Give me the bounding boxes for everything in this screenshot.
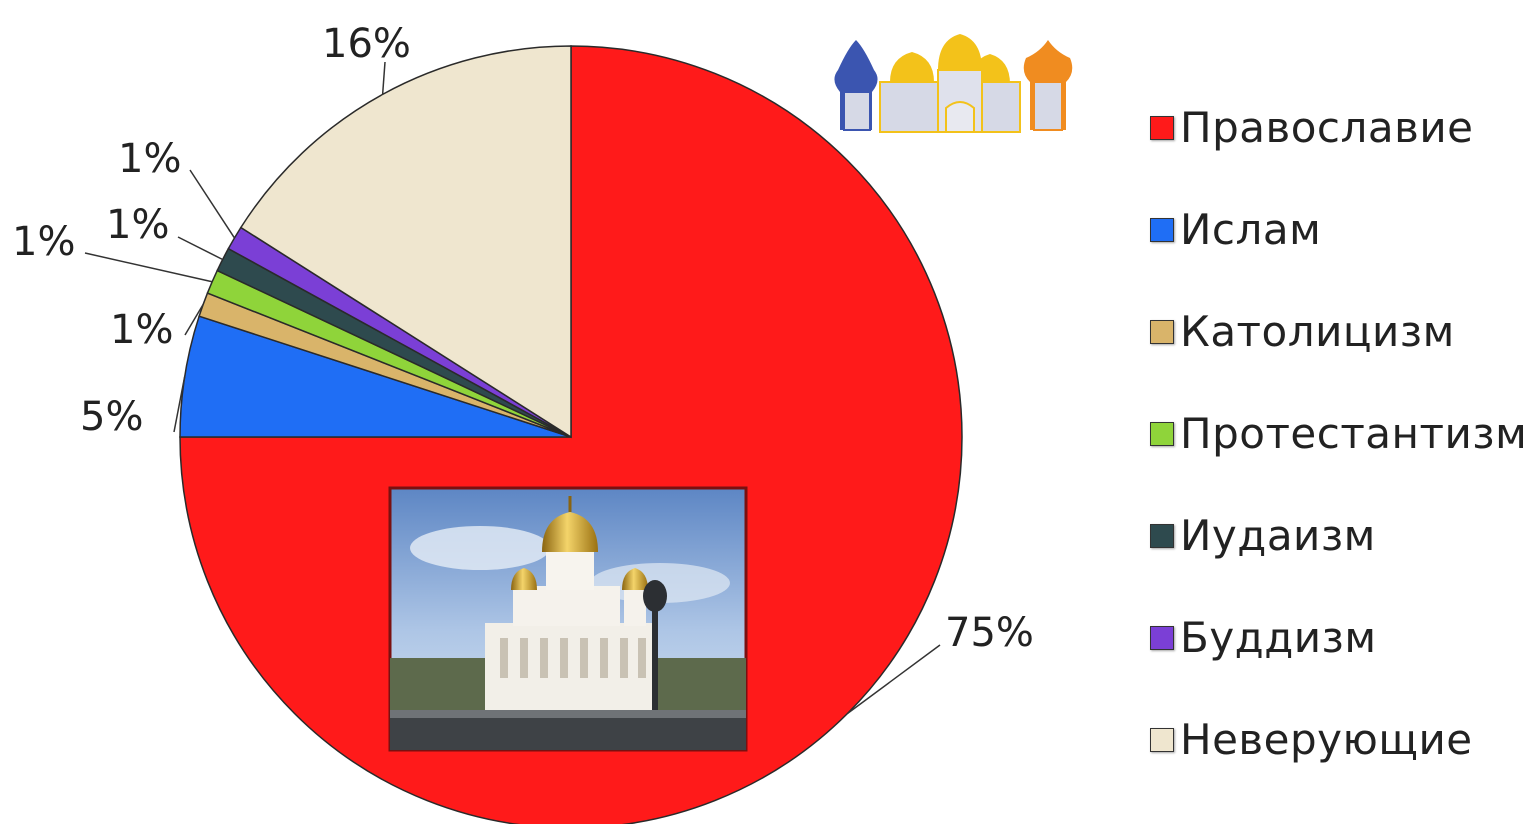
leader-line	[847, 644, 941, 715]
leader-lines	[84, 61, 941, 715]
data-label: 1%	[118, 136, 181, 182]
legend-item: Православие	[1150, 100, 1526, 202]
leader-line	[189, 169, 236, 239]
legend-swatch	[1150, 422, 1174, 446]
data-label: 1%	[106, 202, 169, 248]
cathedral-photo	[388, 486, 748, 752]
legend-swatch	[1150, 626, 1174, 650]
leader-line	[177, 236, 223, 261]
kremlin-domes-icon	[834, 34, 1073, 133]
pie-slice	[239, 45, 572, 439]
legend-label: Ислам	[1180, 205, 1322, 254]
legend-label: Протестантизм	[1180, 409, 1526, 458]
legend-item: Протестантизм	[1150, 406, 1526, 508]
leader-line	[84, 252, 213, 283]
legend-item: Иудаизм	[1150, 508, 1526, 610]
pie-slices	[179, 45, 963, 824]
legend-swatch	[1150, 320, 1174, 344]
legend-swatch	[1150, 218, 1174, 242]
legend-item: Католицизм	[1150, 304, 1526, 406]
legend-label: Иудаизм	[1180, 511, 1376, 560]
legend-swatch	[1150, 116, 1174, 140]
legend: Православие Ислам Католицизм Протестанти…	[1150, 100, 1526, 814]
data-label: 1%	[12, 219, 75, 265]
legend-label: Католицизм	[1180, 307, 1455, 356]
legend-item: Буддизм	[1150, 610, 1526, 712]
legend-item: Ислам	[1150, 202, 1526, 304]
data-label: 16%	[322, 21, 411, 67]
legend-swatch	[1150, 728, 1174, 752]
data-label: 1%	[110, 307, 173, 353]
data-label: 5%	[80, 394, 143, 440]
leader-line	[184, 304, 204, 336]
legend-swatch	[1150, 524, 1174, 548]
leader-line	[381, 61, 386, 95]
legend-item: Неверующие	[1150, 712, 1526, 814]
legend-label: Неверующие	[1180, 715, 1473, 764]
legend-label: Буддизм	[1180, 613, 1377, 662]
data-label: 75%	[945, 610, 1034, 656]
data-labels: 75% 5% 1% 1% 1% 1% 16%	[12, 21, 1034, 656]
legend-label: Православие	[1180, 103, 1474, 152]
leader-line	[173, 375, 186, 433]
